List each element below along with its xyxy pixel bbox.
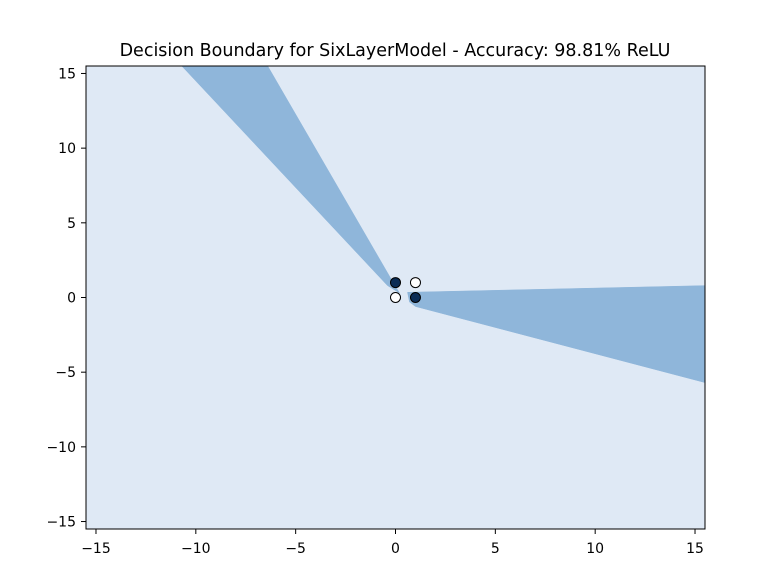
x-tick-label: 10 [586,541,604,557]
plot-area [86,66,705,529]
x-tick-label: 15 [686,541,704,557]
data-point-4 [409,277,421,289]
y-tick-label: −15 [46,515,76,531]
class-1-region-2 [407,285,705,383]
axes: −15 −10 −5 0 5 10 15 −15 −10 −5 0 5 10 15 [46,65,706,557]
x-tick-label: 0 [391,541,400,557]
chart-title: Decision Boundary for SixLayerModel - Ac… [120,41,671,61]
x-tick-label: −10 [181,541,211,557]
y-tick-label: 10 [58,141,76,157]
data-point-1 [390,292,401,303]
y-tick-label: −5 [55,365,76,381]
x-tick-label: −5 [285,541,306,557]
x-tick-label: 5 [491,541,500,557]
y-tick-label: −10 [46,440,76,456]
x-tick-label: −15 [81,541,111,557]
data-point-3 [409,292,421,303]
class-1-regions [181,66,705,383]
y-tick-label: 0 [67,291,76,307]
y-tick-label: 15 [58,66,76,82]
data-point-2 [390,277,401,289]
y-tick-label: 5 [67,216,76,232]
